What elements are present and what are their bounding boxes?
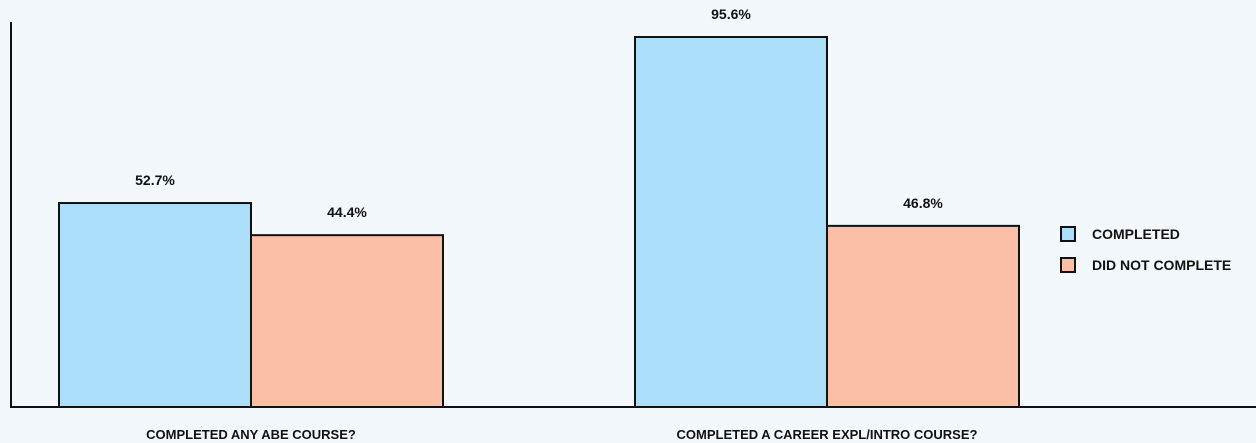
value-label: 95.6% bbox=[711, 6, 751, 22]
bar-did-not-complete-2 bbox=[826, 224, 1020, 408]
bars bbox=[58, 36, 1020, 408]
bar-did-not-complete-1 bbox=[250, 234, 444, 408]
value-label: 44.4% bbox=[327, 204, 367, 220]
legend-label-completed: COMPLETED bbox=[1092, 226, 1180, 242]
legend-swatch-completed bbox=[1060, 226, 1076, 242]
value-labels: 52.7% 44.4% 95.6% 46.8% bbox=[135, 6, 943, 220]
bar-completed-2 bbox=[634, 36, 828, 408]
bar-completed-1 bbox=[58, 202, 252, 408]
value-label: 46.8% bbox=[903, 195, 943, 211]
legend-label-did-not-complete: DID NOT COMPLETE bbox=[1092, 257, 1231, 273]
category-label: COMPLETED A CAREER EXPL/INTRO COURSE? bbox=[677, 427, 978, 442]
legend: COMPLETED DID NOT COMPLETE bbox=[1060, 226, 1231, 273]
legend-swatch-did-not-complete bbox=[1060, 257, 1076, 273]
value-label: 52.7% bbox=[135, 172, 175, 188]
category-labels: COMPLETED ANY ABE COURSE? COMPLETED A CAR… bbox=[146, 427, 977, 442]
category-label: COMPLETED ANY ABE COURSE? bbox=[146, 427, 356, 442]
